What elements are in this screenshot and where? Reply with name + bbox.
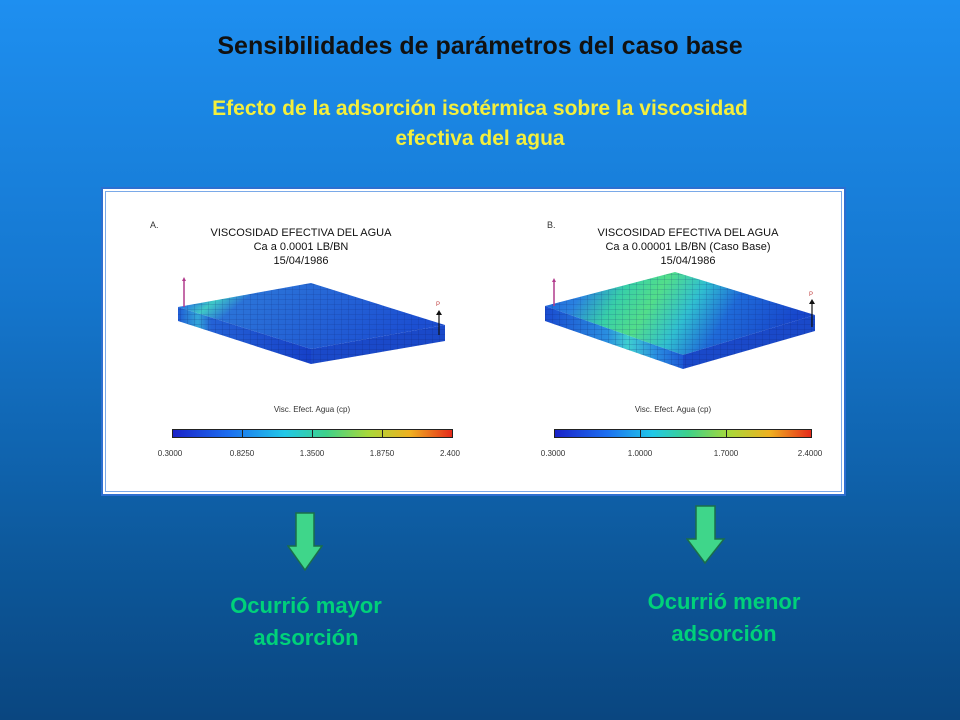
caption-right: Ocurrió menor adsorción xyxy=(600,586,848,650)
colorbar-tick-label: 1.3500 xyxy=(299,449,325,458)
colorbar-tick-label: 2.4000 xyxy=(797,449,823,458)
panel-letter: A. xyxy=(150,220,159,230)
reservoir-model-b: P xyxy=(545,272,815,369)
subtitle-line-2: efectiva del agua xyxy=(395,127,565,150)
colorbar-tick-label: 2.400 xyxy=(439,449,461,458)
colorbar-tick xyxy=(726,430,727,438)
injector-well-icon xyxy=(552,278,556,306)
panel-title-line-1: VISCOSIDAD EFECTIVA DEL AGUA xyxy=(597,227,779,239)
panel-title-line-1: VISCOSIDAD EFECTIVA DEL AGUA xyxy=(210,227,392,239)
colorbar-tick xyxy=(242,430,243,438)
panel-b: B. VISCOSIDAD EFECTIVA DEL AGUA Ca a 0.0… xyxy=(475,189,847,494)
colorbar-tick-label: 0.3000 xyxy=(540,449,566,458)
panel-title-line-2: Ca a 0.00001 LB/BN (Caso Base) xyxy=(605,241,771,253)
down-arrow-icon xyxy=(287,512,323,572)
panel-title-line-3: 15/04/1986 xyxy=(273,255,329,267)
producer-well-icon xyxy=(436,310,442,335)
figure-frame: A. VISCOSIDAD EFECTIVA DEL AGUA Ca a 0.0… xyxy=(101,187,846,496)
slide-title: Sensibilidades de parámetros del caso ba… xyxy=(217,32,743,60)
panel-title: VISCOSIDAD EFECTIVA DEL AGUA Ca a 0.0000… xyxy=(558,226,818,268)
colorbar-tick-label: 0.8250 xyxy=(229,449,255,458)
producer-well-label: P xyxy=(436,302,440,308)
slide-subtitle: Efecto de la adsorción isotérmica sobre … xyxy=(130,94,830,154)
producer-well-icon xyxy=(809,299,815,327)
colorbar-tick xyxy=(640,430,641,438)
colorbar xyxy=(554,429,812,438)
panel-title-line-3: 15/04/1986 xyxy=(660,255,716,267)
colorbar-tick xyxy=(382,430,383,438)
caption-left-line-1: Ocurrió mayor xyxy=(230,593,382,618)
producer-well-label: P xyxy=(809,292,813,298)
down-arrow-icon xyxy=(686,505,726,565)
colorbar-tick xyxy=(312,430,313,438)
colorbar-tick-label: 1.0000 xyxy=(627,449,653,458)
injector-well-icon xyxy=(182,277,186,307)
panel-title-line-2: Ca a 0.0001 LB/BN xyxy=(253,241,349,253)
reservoir-model-a: P xyxy=(178,277,445,364)
legend-title: Visc. Efect. Agua (cp) xyxy=(634,405,712,414)
panel-a: A. VISCOSIDAD EFECTIVA DEL AGUA Ca a 0.0… xyxy=(103,189,475,494)
caption-right-line-2: adsorción xyxy=(671,621,777,646)
caption-left-line-2: adsorción xyxy=(253,625,359,650)
caption-right-line-1: Ocurrió menor xyxy=(647,589,801,614)
colorbar-tick-label: 0.3000 xyxy=(157,449,183,458)
colorbar-tick-label: 1.7000 xyxy=(713,449,739,458)
figure-inner-border xyxy=(105,191,842,492)
subtitle-line-1: Efecto de la adsorción isotérmica sobre … xyxy=(212,97,748,120)
panel-letter: B. xyxy=(547,220,556,230)
caption-left: Ocurrió mayor adsorción xyxy=(190,590,422,654)
panel-title: VISCOSIDAD EFECTIVA DEL AGUA Ca a 0.0001… xyxy=(171,226,431,268)
legend-title: Visc. Efect. Agua (cp) xyxy=(273,405,351,414)
colorbar-tick-label: 1.8750 xyxy=(369,449,395,458)
